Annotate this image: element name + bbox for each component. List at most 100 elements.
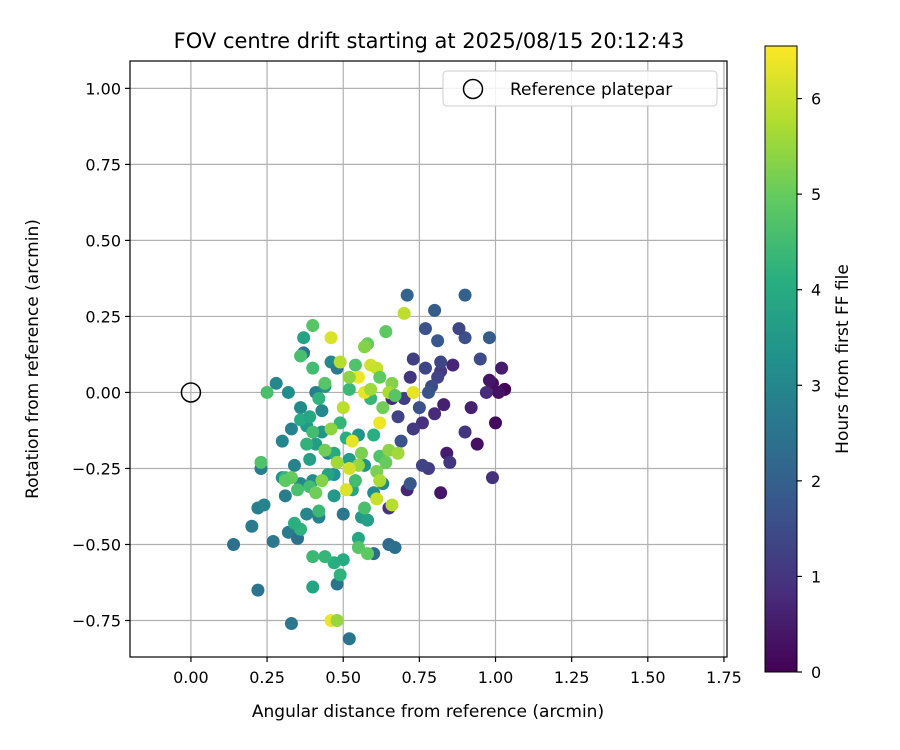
data-point [306, 361, 320, 375]
data-point [406, 385, 420, 399]
data-point [351, 541, 365, 555]
colorbar-tick-label: 4 [811, 281, 821, 300]
data-point [342, 452, 356, 466]
data-point [418, 322, 432, 336]
data-point [281, 525, 295, 539]
data-point [315, 404, 329, 418]
data-point [300, 437, 314, 451]
data-point [348, 474, 362, 488]
data-point [342, 461, 356, 475]
data-point [281, 385, 295, 399]
colorbar-tick-label: 2 [811, 472, 821, 491]
data-point [336, 507, 350, 521]
data-point [312, 392, 326, 406]
y-tick-label: 0.00 [85, 383, 121, 402]
data-point [348, 358, 362, 372]
data-point [327, 556, 341, 570]
data-point [269, 376, 283, 390]
data-point [403, 370, 417, 384]
data-point [434, 355, 448, 369]
data-point [309, 486, 323, 500]
data-point [257, 498, 271, 512]
data-point [324, 422, 338, 436]
data-point [342, 382, 356, 396]
data-point [376, 401, 390, 415]
y-tick-label: 0.25 [85, 307, 121, 326]
colorbar-tick-label: 3 [811, 376, 821, 395]
data-point [260, 385, 274, 399]
data-point [333, 416, 347, 430]
legend-box [442, 70, 718, 107]
data-point [443, 455, 457, 469]
data-point [428, 303, 442, 317]
data-point [458, 331, 472, 345]
data-point [287, 516, 301, 530]
data-point [327, 489, 341, 503]
data-point [361, 513, 375, 527]
data-point [373, 416, 387, 430]
colorbar-tick-label: 5 [811, 185, 821, 204]
data-point [266, 534, 280, 548]
data-point [245, 519, 259, 533]
data-point [361, 547, 375, 561]
data-point [482, 331, 496, 345]
y-axis-label: Rotation from reference (arcmin) [23, 219, 43, 499]
data-point [415, 416, 429, 430]
data-point [422, 385, 435, 399]
data-point [367, 428, 381, 442]
data-point [318, 376, 332, 390]
data-point [379, 325, 393, 339]
data-point [391, 446, 405, 460]
data-point [306, 550, 320, 564]
y-tick-label: 0.50 [85, 231, 121, 250]
data-point [391, 410, 405, 424]
plot-frame [129, 60, 728, 658]
data-point [336, 401, 350, 415]
data-point [351, 370, 365, 384]
data-point [418, 361, 432, 375]
data-point [275, 434, 289, 448]
data-point [291, 483, 305, 497]
data-point [388, 388, 402, 402]
legend: Reference platepar [442, 70, 718, 107]
y-tick-label: −0.25 [72, 459, 121, 478]
data-point [394, 434, 408, 448]
data-point [406, 422, 420, 436]
y-axis-ticks: −0.75 −0.50 −0.25 0.00 0.25 0.50 0.75 1.00 [72, 79, 130, 631]
data-point [458, 425, 472, 439]
data-point [309, 437, 323, 451]
y-tick-label: 0.75 [85, 155, 121, 174]
data-point [227, 537, 241, 551]
data-point [495, 361, 509, 375]
data-point [415, 458, 429, 472]
data-point [342, 370, 356, 384]
data-point [358, 501, 372, 515]
x-tick-label: 1.50 [630, 668, 666, 687]
data-point [489, 416, 503, 430]
reference-platepar-marker [180, 382, 202, 403]
data-point [412, 401, 426, 415]
x-tick-label: 1.25 [554, 668, 590, 687]
data-point [388, 541, 402, 555]
grid-lines [130, 61, 727, 657]
data-point [373, 474, 387, 488]
data-point [464, 401, 478, 415]
data-point [373, 370, 387, 384]
data-point [254, 455, 268, 469]
data-point [294, 401, 308, 415]
data-point [452, 322, 466, 336]
data-point [458, 288, 472, 302]
colorbar-label: Hours from first FF file [833, 264, 853, 454]
data-point [431, 370, 445, 384]
data-point [330, 455, 344, 469]
x-tick-label: 1.00 [478, 668, 514, 687]
colorbar-ticks: 0 1 2 3 4 5 6 [797, 90, 821, 682]
y-tick-label: −0.50 [72, 535, 121, 554]
x-tick-label: 1.75 [706, 668, 742, 687]
data-point [358, 340, 372, 354]
x-axis-ticks: 0.00 0.25 0.50 0.75 1.00 1.25 1.50 1.75 [173, 657, 742, 687]
x-tick-label: 0.00 [173, 668, 209, 687]
data-point [284, 617, 298, 631]
data-point [251, 583, 265, 597]
